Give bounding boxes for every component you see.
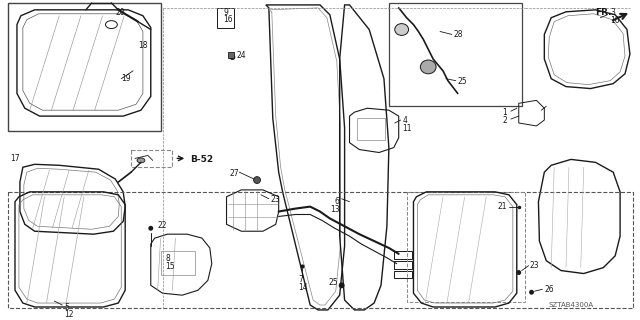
Ellipse shape	[529, 290, 534, 295]
Ellipse shape	[253, 177, 260, 183]
Text: 3: 3	[611, 8, 615, 17]
Ellipse shape	[339, 282, 344, 288]
Bar	[389, 3, 522, 106]
Text: FR.: FR.	[595, 8, 612, 17]
Bar	[131, 149, 172, 167]
Text: 2: 2	[502, 116, 507, 125]
Text: SZTAB4300A: SZTAB4300A	[548, 302, 593, 308]
Ellipse shape	[516, 270, 521, 275]
Text: 18: 18	[138, 41, 147, 50]
Bar	[394, 271, 412, 278]
Text: 28: 28	[454, 29, 463, 38]
Text: 23: 23	[529, 261, 539, 270]
Text: 14: 14	[298, 284, 308, 292]
Bar	[217, 8, 234, 28]
Bar	[406, 192, 525, 302]
Text: 5: 5	[64, 303, 69, 312]
Text: B-52: B-52	[190, 156, 213, 164]
Ellipse shape	[148, 226, 153, 231]
Bar	[8, 3, 161, 131]
Text: 22: 22	[157, 221, 167, 230]
Text: 26: 26	[545, 285, 554, 294]
Bar	[394, 251, 412, 259]
Text: 15: 15	[166, 262, 175, 271]
Text: 4: 4	[403, 116, 408, 125]
Text: 9: 9	[223, 8, 228, 17]
Text: 20: 20	[115, 8, 125, 17]
Text: 25: 25	[328, 278, 338, 287]
Ellipse shape	[137, 158, 145, 163]
Bar	[161, 251, 195, 276]
Bar	[228, 52, 234, 58]
Text: 17: 17	[10, 155, 20, 164]
Text: 6: 6	[335, 197, 340, 206]
Text: 12: 12	[64, 310, 74, 319]
Text: 25: 25	[458, 77, 467, 86]
Text: 27: 27	[230, 169, 239, 178]
Text: 7: 7	[298, 276, 303, 284]
Text: 19: 19	[121, 74, 131, 83]
Text: 11: 11	[403, 124, 412, 133]
Bar	[357, 118, 385, 140]
Text: 10: 10	[611, 16, 620, 25]
Text: 1: 1	[502, 108, 507, 117]
Bar	[8, 192, 633, 308]
Ellipse shape	[420, 60, 436, 74]
Text: 24: 24	[236, 51, 246, 60]
Ellipse shape	[395, 24, 408, 36]
Text: 13: 13	[330, 205, 340, 214]
Text: 8: 8	[166, 254, 170, 263]
Ellipse shape	[230, 55, 235, 60]
Text: 16: 16	[223, 15, 233, 24]
Text: 23: 23	[271, 195, 280, 204]
Text: 21: 21	[497, 202, 507, 211]
Bar	[394, 261, 412, 268]
